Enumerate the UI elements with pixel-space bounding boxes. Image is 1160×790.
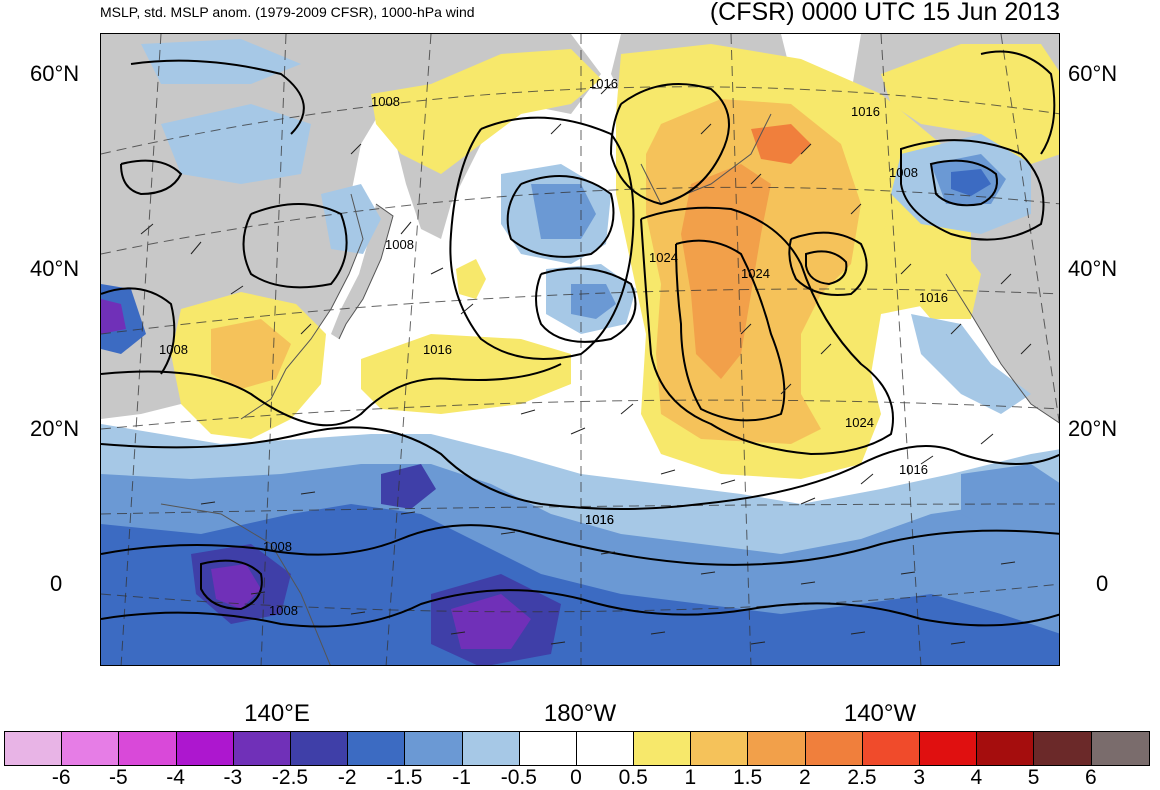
contour-label: 1008: [385, 237, 414, 252]
colorbar-swatch: [1091, 732, 1149, 765]
anom-pos-east-deep: [751, 124, 811, 164]
colorbar-label: 0.5: [618, 766, 648, 789]
anom-neg-deep-east-a: [381, 464, 436, 509]
colorbar-swatch: [748, 732, 806, 765]
lat-label-left-60n: 60°N: [30, 61, 80, 86]
colorbar-label: 1.5: [732, 766, 763, 789]
map-panel: 1008 1016 1008 1024 1024 1016 1016 1008 …: [100, 33, 1060, 666]
colorbar-swatch: [176, 732, 234, 765]
anom-neg-siberia: [161, 104, 311, 184]
colorbar-label: 4: [970, 766, 983, 789]
coastlines: [160, 113, 1059, 665]
contour-label: 1024: [741, 266, 770, 281]
contour-label: 1016: [851, 104, 880, 119]
contour-label: 1016: [919, 290, 948, 305]
anom-neg-east-tropics: [961, 464, 1059, 534]
land-japan: [331, 204, 393, 339]
colorbar-label: -1.5: [386, 766, 423, 789]
colorbar-swatch: [634, 732, 692, 765]
colorbar-label: 3: [913, 766, 926, 789]
lon-label-140e: 140°E: [244, 700, 310, 727]
colorbar-swatch: [233, 732, 291, 765]
anom-pos-north-america: [881, 44, 1059, 164]
colorbar-label: -1: [452, 766, 471, 789]
anom-pos-east-core: [681, 164, 771, 379]
colorbar-swatch: [62, 732, 120, 765]
anom-pos-central: [361, 334, 571, 414]
colorbar-swatch: [576, 732, 635, 765]
colorbar-swatch: [805, 732, 863, 765]
lat-label-right-eq: 0: [1096, 571, 1109, 596]
colorbar-label: -4: [166, 766, 185, 789]
anom-pos-west-pacific-core: [211, 319, 291, 389]
anom-neg-gulf-alaska-core: [951, 169, 991, 196]
contour-label: 1016: [585, 512, 614, 527]
contour-label: 1008: [159, 342, 188, 357]
map-title: (CFSR) 0000 UTC 15 Jun 2013: [709, 0, 1060, 26]
lat-label-right-60n: 60°N: [1068, 61, 1118, 86]
colorbar-swatch: [462, 732, 520, 765]
contour-label: 1024: [845, 415, 874, 430]
contour-label: 1016: [423, 342, 452, 357]
anom-neg-nw: [141, 39, 301, 84]
colorbar-swatch: [290, 732, 349, 765]
colorbar-swatch: [691, 732, 749, 765]
colorbar-labels: -6 -5 -4 -3 -2.5 -2 -1.5 -1 -0.5 0 0.5 1 1.5 2 2.5 3 4 5 6: [0, 766, 1160, 789]
colorbar-swatch: [348, 732, 406, 765]
colorbar-label: 2: [798, 766, 811, 789]
colorbar-label: 5: [1027, 766, 1040, 789]
lat-label-left-40n: 40°N: [30, 256, 80, 281]
contour-labels: 1008 1016 1008 1024 1024 1016 1016 1008 …: [159, 76, 948, 618]
anom-neg-purple-central: [451, 594, 531, 649]
lat-label-left-20n: 20°N: [30, 416, 80, 441]
graticule: [101, 34, 1059, 665]
contour-label: 1016: [585, 512, 614, 527]
colorbar-swatch: [977, 732, 1035, 765]
colorbar-label: -2.5: [271, 766, 309, 789]
colorbar: [4, 731, 1150, 766]
map-subtitle: MSLP, std. MSLP anom. (1979-2009 CFSR), …: [100, 4, 475, 20]
anom-neg-west-edge-core: [101, 299, 126, 334]
colorbar-swatch: [862, 732, 920, 765]
lon-label-140w: 140°W: [843, 700, 917, 727]
colorbar-label: -3: [223, 766, 243, 789]
contour-label: 1008: [263, 539, 292, 554]
anom-pos-north: [371, 49, 601, 174]
colorbar-label: 1: [684, 766, 697, 789]
colorbar-label: -0.5: [500, 766, 537, 789]
colorbar-swatch: [1034, 732, 1092, 765]
contour-label: 1024: [649, 250, 678, 265]
anom-neg-purple-west: [211, 564, 261, 609]
lat-label-right-20n: 20°N: [1068, 416, 1118, 441]
colorbar-swatch: [119, 732, 177, 765]
contour-label: 1008: [269, 603, 298, 618]
colorbar-swatch: [920, 732, 978, 765]
anom-neg-california: [911, 314, 1031, 414]
colorbar-label: -2: [337, 766, 357, 789]
colorbar-label: 6: [1084, 766, 1097, 789]
contour-label: 1016: [899, 462, 928, 477]
contour-label: 1016: [589, 76, 618, 91]
contour-label: 1008: [889, 165, 918, 180]
anom-pos-small-a: [456, 259, 486, 299]
lat-label-left-eq: 0: [50, 571, 63, 596]
map-graphic: 1008 1016 1008 1024 1024 1016 1016 1008 …: [101, 34, 1059, 665]
wind-barbs: [140, 83, 1032, 645]
isobars: [101, 50, 1059, 628]
lat-label-right-40n: 40°N: [1068, 256, 1118, 281]
colorbar-swatch: [405, 732, 463, 765]
colorbar-swatch: [5, 732, 63, 765]
colorbar-swatch: [519, 732, 577, 765]
colorbar-label: -6: [51, 766, 71, 789]
lon-label-180w: 180°W: [543, 700, 617, 727]
colorbar-label: -5: [109, 766, 128, 789]
colorbar-label: 0: [570, 766, 582, 789]
contour-label: 1008: [371, 94, 400, 109]
anom-neg-okhotsk: [321, 184, 381, 254]
anom-neg-low-north-mid: [531, 184, 596, 239]
colorbar-label: 2.5: [847, 766, 877, 789]
